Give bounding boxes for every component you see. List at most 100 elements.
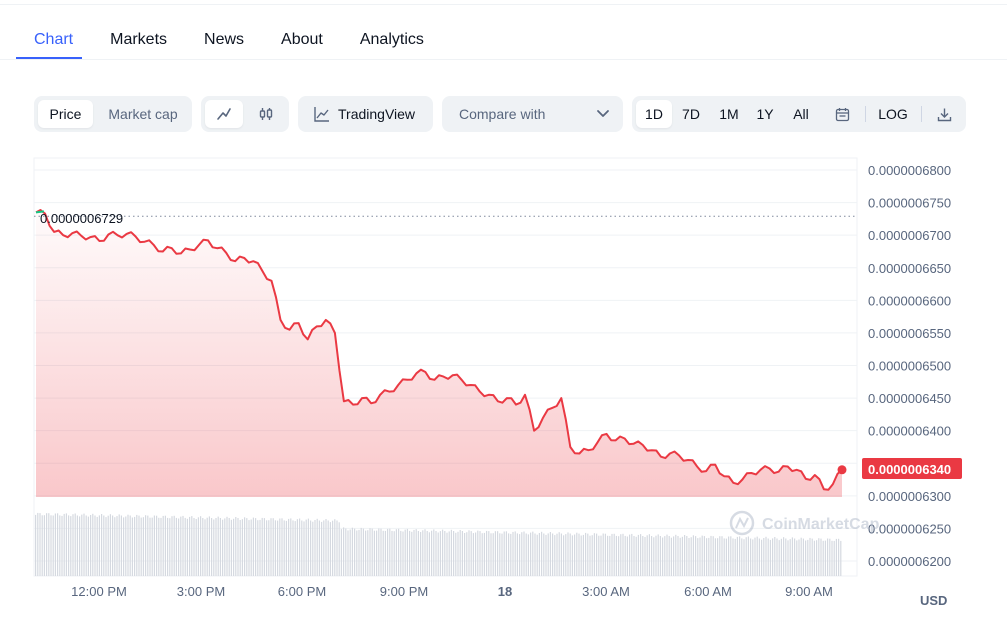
x-tick-label: 3:00 PM xyxy=(177,584,225,599)
volume-bar xyxy=(611,533,613,576)
volume-bar xyxy=(780,538,782,576)
volume-bar xyxy=(63,513,65,576)
volume-bar xyxy=(739,536,741,576)
range-1m-button[interactable]: 1M xyxy=(719,106,739,122)
volume-bar xyxy=(41,515,43,576)
volume-bar xyxy=(499,533,501,576)
volume-bar xyxy=(184,517,186,576)
volume-bar xyxy=(618,536,620,576)
tab-news[interactable]: News xyxy=(204,31,245,48)
volume-bar xyxy=(486,530,488,576)
volume-bar xyxy=(747,536,749,576)
volume-bar xyxy=(629,534,631,576)
y-tick-label: 0.0000006400 xyxy=(868,424,951,439)
volume-bar xyxy=(717,538,719,576)
volume-bar xyxy=(167,517,169,576)
volume-bar xyxy=(626,536,628,576)
price-area-fill xyxy=(36,210,842,497)
y-tick-label: 0.0000006200 xyxy=(868,554,951,569)
volume-bar xyxy=(604,533,606,576)
volume-bar xyxy=(433,529,435,576)
volume-bar xyxy=(607,535,609,576)
volume-bar xyxy=(725,538,727,576)
range-toolbar: 1D 7D 1M 1Y All LOG xyxy=(632,96,966,132)
volume-bar xyxy=(46,513,48,576)
tradingview-button[interactable]: TradingView xyxy=(298,96,433,132)
volume-bar xyxy=(215,518,217,576)
volume-bar xyxy=(580,535,582,576)
price-button[interactable]: Price xyxy=(38,100,93,128)
volume-bar xyxy=(829,538,831,576)
line-chart-icon xyxy=(217,108,231,120)
volume-bar xyxy=(681,536,683,576)
range-1y-button[interactable]: 1Y xyxy=(756,106,774,122)
volume-bar xyxy=(299,518,301,576)
volume-bar xyxy=(563,535,565,576)
volume-bar xyxy=(90,515,92,576)
range-1d-button[interactable]: 1D xyxy=(636,100,672,128)
tab-chart[interactable]: Chart xyxy=(15,22,83,59)
volume-bar xyxy=(442,529,444,576)
tab-markets[interactable]: Markets xyxy=(110,31,168,48)
volume-bar xyxy=(57,513,59,576)
volume-bar xyxy=(318,520,320,576)
volume-bar xyxy=(316,518,318,576)
volume-bar xyxy=(158,517,160,576)
download-button[interactable] xyxy=(929,100,959,128)
volume-bar xyxy=(325,519,327,576)
volume-bar xyxy=(263,518,265,576)
volume-bar xyxy=(39,513,41,576)
volume-bar xyxy=(48,513,50,576)
y-tick-label: 0.0000006250 xyxy=(868,521,951,536)
volume-bar xyxy=(767,538,769,576)
volume-bar xyxy=(472,533,474,576)
volume-bar xyxy=(684,535,686,576)
volume-bar xyxy=(750,538,752,576)
market-cap-button[interactable]: Market cap xyxy=(108,106,178,122)
watermark-text: CoinMarketCap xyxy=(762,516,880,533)
volume-bar xyxy=(833,540,835,576)
volume-bar xyxy=(228,518,230,576)
range-7d-button[interactable]: 7D xyxy=(682,106,700,122)
volume-bar xyxy=(699,537,701,576)
volume-bar xyxy=(145,515,147,576)
chart-type-toggle xyxy=(201,96,289,132)
tab-about[interactable]: About xyxy=(281,31,323,48)
volume-bar xyxy=(296,519,298,576)
volume-bar xyxy=(250,519,252,576)
volume-bar xyxy=(633,536,635,576)
volume-bar xyxy=(327,520,329,576)
volume-bar xyxy=(120,515,122,576)
compare-dropdown[interactable]: Compare with xyxy=(442,96,623,132)
volume-bar xyxy=(101,514,103,576)
y-tick-label: 0.0000006750 xyxy=(868,196,951,211)
volume-bar xyxy=(323,520,325,576)
volume-bar xyxy=(230,519,232,576)
volume-bar xyxy=(208,516,210,576)
volume-bar xyxy=(305,519,307,576)
volume-bar xyxy=(721,536,723,576)
tab-analytics[interactable]: Analytics xyxy=(359,31,424,48)
line-chart-button[interactable] xyxy=(205,100,243,128)
x-tick-label: 12:00 PM xyxy=(71,584,127,599)
volume-bar xyxy=(811,538,813,576)
volume-bar xyxy=(72,514,74,576)
volume-bar xyxy=(706,538,708,576)
volume-bar xyxy=(219,518,221,576)
date-picker-button[interactable] xyxy=(827,100,857,128)
top-divider xyxy=(0,4,1007,5)
x-tick-label: 9:00 PM xyxy=(380,584,428,599)
volume-bar xyxy=(578,533,580,576)
volume-bar xyxy=(552,533,554,576)
volume-bar xyxy=(314,520,316,576)
log-scale-button[interactable]: LOG xyxy=(878,106,908,122)
volume-bar xyxy=(79,516,81,576)
current-price-badge xyxy=(862,458,962,479)
candlestick-button[interactable] xyxy=(247,100,285,128)
range-all-button[interactable]: All xyxy=(793,106,809,122)
volume-bar xyxy=(809,537,811,576)
volume-bar xyxy=(761,539,763,576)
volume-bar xyxy=(794,538,796,576)
volume-bar xyxy=(521,532,523,576)
